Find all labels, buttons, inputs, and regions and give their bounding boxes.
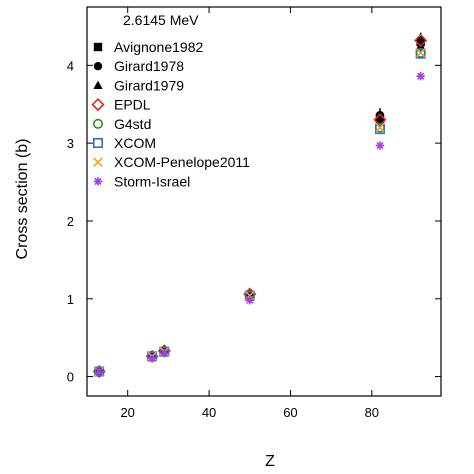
x-tick-label: 60 xyxy=(283,405,297,420)
plot-frame xyxy=(86,6,442,397)
data-point-xcom-penelope2011 xyxy=(415,48,426,58)
data-point-epdl xyxy=(414,33,428,48)
data-point-girard1979 xyxy=(375,114,385,124)
asterisk-stroke xyxy=(148,354,156,362)
legend-marker xyxy=(93,177,103,186)
legend-marker xyxy=(93,80,103,89)
asterisk-stroke xyxy=(417,72,425,80)
data-point-storm-israel xyxy=(245,296,254,305)
x-axis-label: Z xyxy=(265,453,275,470)
data-point-storm-israel xyxy=(416,72,425,81)
y-axis-label: Cross section (b) xyxy=(14,139,31,260)
asterisk-stroke xyxy=(95,368,103,376)
legend-label: Storm-Israel xyxy=(114,173,190,189)
legend-marker xyxy=(93,118,104,129)
legend-marker xyxy=(93,157,103,167)
asterisk-stroke xyxy=(246,296,254,304)
legend-marker xyxy=(93,61,103,71)
data-point-storm-israel xyxy=(375,141,385,150)
data-point-xcom-penelope2011 xyxy=(375,122,385,133)
data-point-storm-israel xyxy=(160,349,169,358)
x-stroke xyxy=(375,122,385,133)
x-tick-label: 80 xyxy=(365,405,379,420)
data-point-xcom xyxy=(415,48,426,59)
asterisk-stroke xyxy=(160,349,168,357)
legend-label: EPDL xyxy=(114,97,151,113)
y-tick-label: 4 xyxy=(67,58,74,73)
data-point-xcom xyxy=(374,124,385,135)
x-stroke xyxy=(93,157,103,167)
legend-label: XCOM xyxy=(114,135,156,151)
x-tick-label: 40 xyxy=(202,405,216,420)
legend-label: Girard1979 xyxy=(114,77,184,93)
legend-marker xyxy=(91,98,105,112)
legend-marker xyxy=(93,42,103,52)
data-point-storm-israel xyxy=(95,367,104,377)
asterisk-stroke xyxy=(94,177,102,185)
data-point-storm-israel xyxy=(147,353,157,363)
y-tick-label: 1 xyxy=(67,292,74,307)
legend-label: Avignone1982 xyxy=(114,39,203,55)
y-tick-label: 2 xyxy=(67,214,74,229)
legend-label: G4std xyxy=(114,116,151,132)
y-tick-label: 0 xyxy=(67,370,74,385)
legend-label: XCOM-Penelope2011 xyxy=(114,154,250,170)
x-stroke xyxy=(415,48,426,58)
axes: 20 40 60 80 0 1 2 3 4 xyxy=(67,6,442,420)
legend: Avignone1982 Girard1978 Girard1979 EPDL G4st… xyxy=(91,39,250,189)
legend-marker xyxy=(93,138,104,149)
x-tick-label: 20 xyxy=(120,405,134,420)
data-markers xyxy=(92,32,428,379)
legend-label: Girard1978 xyxy=(114,58,184,74)
y-tick-label: 3 xyxy=(67,136,74,151)
energy-annotation: 2.6145 MeV xyxy=(123,12,199,28)
asterisk-stroke xyxy=(376,141,384,150)
